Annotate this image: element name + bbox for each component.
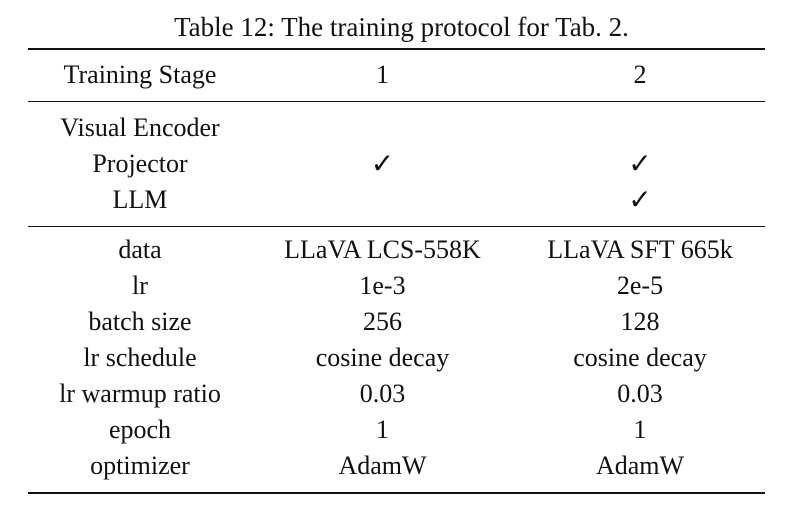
header-stage-1: 1: [376, 60, 389, 89]
hparam-stage-1: 1: [376, 415, 389, 444]
hparam-stage-1: 256: [363, 307, 402, 336]
checkmark-icon: ✓: [370, 147, 395, 180]
hparam-name: lr schedule: [83, 343, 197, 372]
header-rule: [28, 101, 765, 102]
hparam-name: optimizer: [90, 451, 190, 480]
hparam-stage-2: cosine decay: [573, 343, 707, 372]
hparam-stage-2: 128: [620, 307, 660, 336]
table-caption: Table 12: The training protocol for Tab.…: [174, 12, 629, 42]
module-name: Visual Encoder: [60, 113, 220, 142]
bottom-rule: [28, 492, 765, 494]
hparam-name: epoch: [108, 415, 172, 444]
top-rule: [28, 48, 765, 50]
hparam-name: batch size: [88, 307, 192, 336]
hparam-stage-2: 1: [633, 415, 647, 444]
hparam-stage-1: LLaVA LCS-558K: [284, 235, 481, 264]
module-name: Projector: [92, 149, 188, 178]
checkmark-icon: ✓: [628, 183, 652, 216]
hparam-stage-1: 0.03: [359, 379, 406, 408]
hparam-stage-1: AdamW: [338, 451, 427, 480]
hparam-stage-2: AdamW: [595, 451, 685, 480]
header-label: Training Stage: [63, 60, 217, 89]
hparam-stage-2: LLaVA SFT 665k: [547, 235, 733, 264]
module-name: LLM: [112, 185, 168, 214]
hparam-name: lr warmup ratio: [59, 379, 221, 408]
hparam-stage-1: 1e-3: [359, 271, 406, 300]
hparam-name: lr: [132, 271, 148, 300]
hparam-stage-2: 2e-5: [616, 271, 664, 300]
section-rule: [28, 226, 765, 227]
hparam-name: data: [118, 235, 162, 264]
header-stage-2: 2: [633, 60, 647, 89]
hparam-stage-1: cosine decay: [315, 343, 450, 372]
hparam-stage-2: 0.03: [617, 379, 663, 408]
checkmark-icon: ✓: [628, 147, 652, 180]
